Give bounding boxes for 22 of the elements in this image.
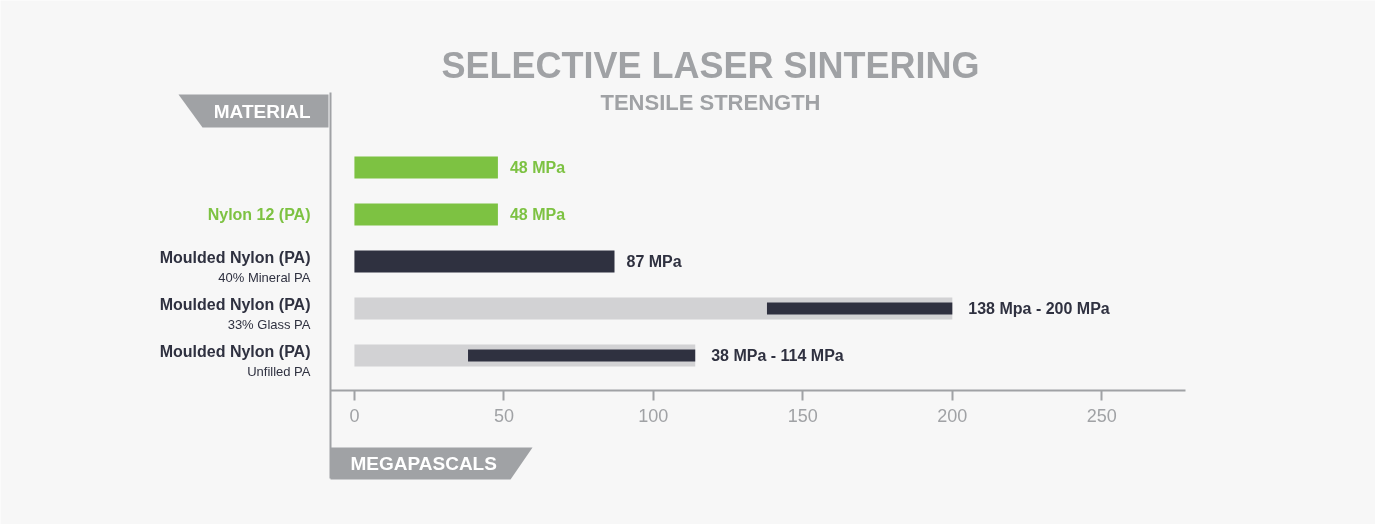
bar <box>354 203 498 226</box>
x-tick-label: 250 <box>1086 405 1117 426</box>
x-axis-title: MEGAPASCALS <box>350 453 497 474</box>
x-tick-label: 100 <box>638 405 669 426</box>
y-tick-label: Moulded Nylon (PA) Unfilled PA <box>159 343 311 379</box>
data-label: 87 MPa <box>626 253 682 270</box>
y-tick-label: Moulded Nylon (PA) 40% Mineral PA <box>159 249 311 285</box>
x-tick-label: 50 <box>493 405 514 426</box>
chart-subtitle: TENSILE STRENGTH <box>600 90 821 115</box>
y-tick-label: Moulded Nylon (PA) 33% Glass PA <box>159 296 311 332</box>
chart-title: SELECTIVE LASER SINTERING <box>441 45 980 86</box>
data-label: 48 MPa <box>509 206 566 223</box>
y-tick-label: Nylon 12 (PA) <box>207 206 311 223</box>
x-tick-label: 0 <box>349 405 360 426</box>
annotation: 38 MPa - 114 MPa <box>711 347 844 364</box>
bar <box>354 156 498 179</box>
data-label: 48 MPa <box>509 159 566 176</box>
annotation: 138 Mpa - 200 MPa <box>968 300 1110 317</box>
bar <box>354 250 615 273</box>
y-axis-title: MATERIAL <box>213 101 311 122</box>
x-tick-label: 200 <box>937 405 968 426</box>
x-tick-label: 150 <box>787 405 818 426</box>
